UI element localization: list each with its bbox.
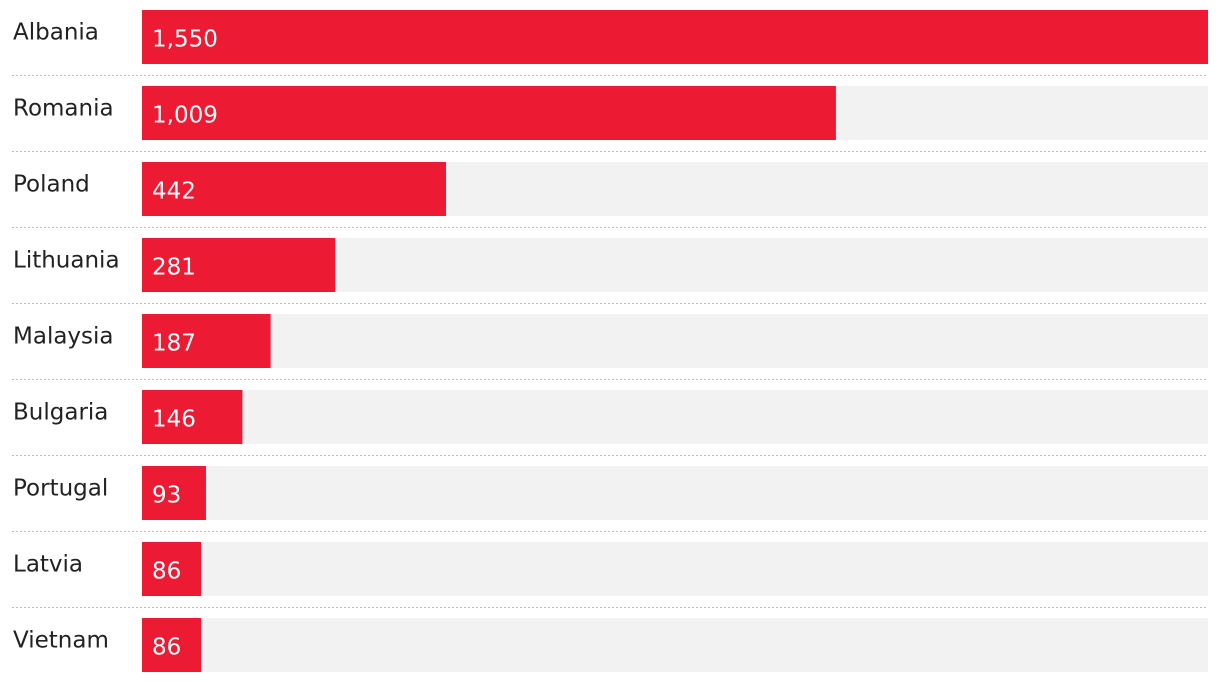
bar-track bbox=[142, 466, 1208, 520]
value-label: 281 bbox=[152, 255, 196, 281]
bar-track bbox=[142, 618, 1208, 672]
category-label: Bulgaria bbox=[13, 400, 108, 426]
category-label: Romania bbox=[13, 96, 114, 122]
value-label: 93 bbox=[152, 483, 181, 509]
category-label: Latvia bbox=[13, 552, 83, 578]
category-label: Portugal bbox=[13, 476, 108, 502]
category-label: Vietnam bbox=[13, 628, 109, 654]
bar bbox=[142, 10, 1208, 64]
bar-track bbox=[142, 542, 1208, 596]
bar-track bbox=[142, 390, 1208, 444]
category-label: Albania bbox=[13, 20, 99, 46]
value-label: 1,550 bbox=[152, 27, 218, 53]
category-label: Malaysia bbox=[13, 324, 114, 350]
category-label: Poland bbox=[13, 172, 90, 198]
bar bbox=[142, 314, 271, 368]
bar bbox=[142, 162, 446, 216]
bar bbox=[142, 618, 202, 672]
value-label: 146 bbox=[152, 407, 196, 433]
value-label: 442 bbox=[152, 179, 196, 205]
bar bbox=[142, 390, 243, 444]
value-label: 86 bbox=[152, 559, 181, 585]
value-label: 187 bbox=[152, 331, 196, 357]
bar bbox=[142, 86, 836, 140]
bar bbox=[142, 238, 336, 292]
value-label: 1,009 bbox=[152, 103, 218, 129]
bar bbox=[142, 466, 206, 520]
value-label: 86 bbox=[152, 635, 181, 661]
category-label: Lithuania bbox=[13, 248, 120, 274]
bar bbox=[142, 542, 202, 596]
bar-track bbox=[142, 314, 1208, 368]
